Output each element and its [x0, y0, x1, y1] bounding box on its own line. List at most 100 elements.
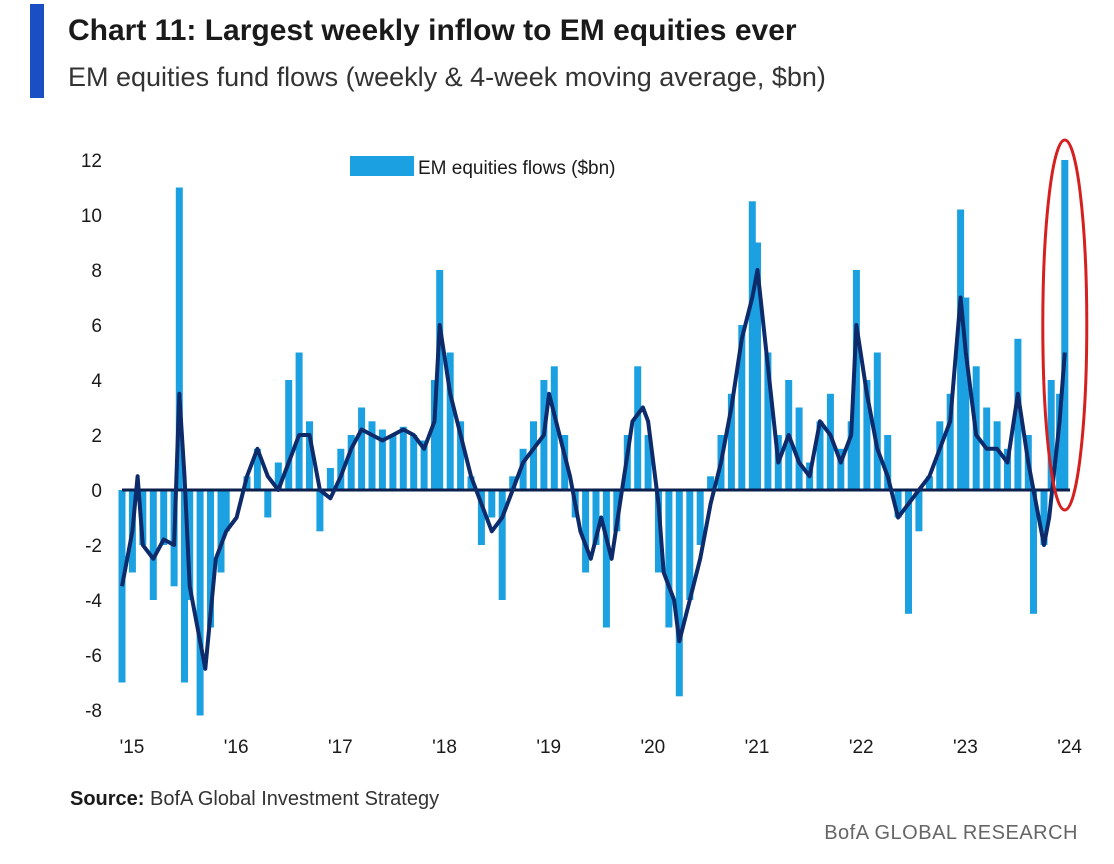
x-tick-label: '21	[745, 737, 770, 758]
flow-bar	[295, 352, 303, 490]
x-tick-label: '17	[328, 737, 353, 758]
flow-bar	[613, 490, 621, 532]
flow-bar	[852, 270, 860, 490]
flow-bar	[196, 490, 204, 716]
weekly-flow-bars	[118, 160, 1069, 716]
flow-bar	[644, 435, 652, 490]
y-tick-label: 2	[91, 426, 102, 447]
flow-bar	[748, 201, 756, 491]
flow-bar	[905, 490, 912, 614]
flow-bar	[420, 440, 428, 490]
flow-bar	[446, 352, 454, 490]
flow-bar	[686, 490, 694, 600]
source-text: BofA Global Investment Strategy	[150, 788, 440, 810]
flow-bar	[509, 476, 517, 491]
chart-title: Chart 11: Largest weekly inflow to EM eq…	[68, 14, 797, 47]
x-tick-label: '24	[1057, 737, 1082, 758]
flow-bar	[498, 490, 506, 600]
flow-bar	[696, 490, 704, 545]
flow-bar	[837, 448, 845, 491]
flow-bar	[634, 366, 642, 491]
flow-bar	[1014, 338, 1022, 491]
flow-bar	[894, 490, 902, 518]
flow-bar	[816, 421, 824, 491]
flow-bar	[884, 435, 892, 490]
y-tick-label: -8	[85, 701, 102, 722]
flow-bar	[873, 352, 881, 490]
title-accent-bar	[30, 4, 44, 98]
flow-bar	[431, 380, 438, 490]
flow-bar	[488, 490, 496, 518]
y-tick-label: 6	[91, 316, 102, 337]
flow-bar	[175, 187, 183, 490]
x-tick-label: '23	[953, 737, 978, 758]
flow-bar	[795, 407, 803, 490]
flow-bar	[946, 393, 954, 491]
y-tick-label: -4	[85, 591, 102, 612]
flow-bar	[754, 242, 761, 490]
flow-bar	[410, 435, 418, 490]
source-label: Source:	[70, 788, 145, 810]
flow-bar	[274, 462, 282, 490]
highlight-ellipse	[1041, 138, 1089, 512]
flow-bar	[337, 448, 345, 491]
y-tick-label: -2	[85, 536, 102, 557]
flow-bar	[457, 421, 465, 491]
x-tick-label: '22	[849, 737, 874, 758]
flow-bar	[1061, 160, 1069, 490]
x-tick-label: '18	[432, 737, 457, 758]
flow-bar	[326, 468, 334, 490]
flow-bar	[358, 407, 366, 490]
y-tick-label: -6	[85, 646, 102, 667]
flow-bar	[139, 490, 147, 545]
flow-bar	[530, 421, 537, 491]
flow-bar	[727, 393, 735, 491]
flow-bar	[993, 421, 1001, 491]
flow-bar	[1004, 448, 1011, 491]
flow-bar	[149, 490, 157, 600]
flow-bar	[306, 421, 313, 491]
flow-bar	[389, 435, 397, 490]
flow-bar	[181, 490, 188, 683]
legend-label-flows: EM equities flows ($bn)	[418, 158, 615, 179]
flow-bar	[1047, 380, 1055, 490]
y-tick-label: 4	[91, 371, 102, 392]
flow-bar	[738, 325, 746, 490]
flow-bar	[602, 490, 610, 628]
x-tick-label: '20	[640, 737, 665, 758]
flow-bar	[217, 490, 225, 573]
flow-bar	[826, 393, 834, 491]
flow-bar	[160, 490, 168, 545]
flow-bar	[207, 490, 214, 628]
moving-average-line	[120, 268, 1067, 671]
x-axis-tick-labels: '15 '16 '17 '18 '19 '20 '21 '22 '23 '24	[120, 737, 1083, 758]
y-axis-tick-labels: 12 10 8 6 4 2 0 -2 -4 -6 -8	[81, 151, 103, 722]
flow-bar	[477, 490, 485, 545]
flow-bar	[675, 490, 683, 697]
flow-bar	[285, 380, 293, 490]
flow-bar	[253, 448, 261, 491]
flow-bar	[316, 490, 324, 532]
flow-bar	[1040, 490, 1048, 545]
flow-bar	[399, 426, 407, 491]
y-tick-label: 12	[81, 151, 102, 172]
flow-bar	[925, 476, 933, 491]
flow-bar	[863, 380, 871, 490]
chart-subtitle: EM equities fund flows (weekly & 4-week …	[68, 62, 826, 92]
flow-bar	[847, 421, 855, 491]
x-tick-label: '15	[120, 737, 145, 758]
brand-label: BofA GLOBAL RESEARCH	[824, 822, 1078, 844]
flow-bar	[550, 366, 558, 491]
flow-bar	[957, 209, 965, 490]
flow-bar	[222, 490, 230, 532]
flow-bar	[436, 270, 444, 490]
y-tick-label: 0	[91, 481, 102, 502]
flow-bar	[1030, 490, 1037, 614]
flow-bar	[467, 476, 475, 491]
legend-swatch-flows	[350, 156, 414, 176]
flow-bar	[347, 435, 355, 490]
flow-bar	[655, 490, 662, 573]
flow-bar	[764, 352, 772, 490]
flow-bar	[592, 490, 600, 545]
